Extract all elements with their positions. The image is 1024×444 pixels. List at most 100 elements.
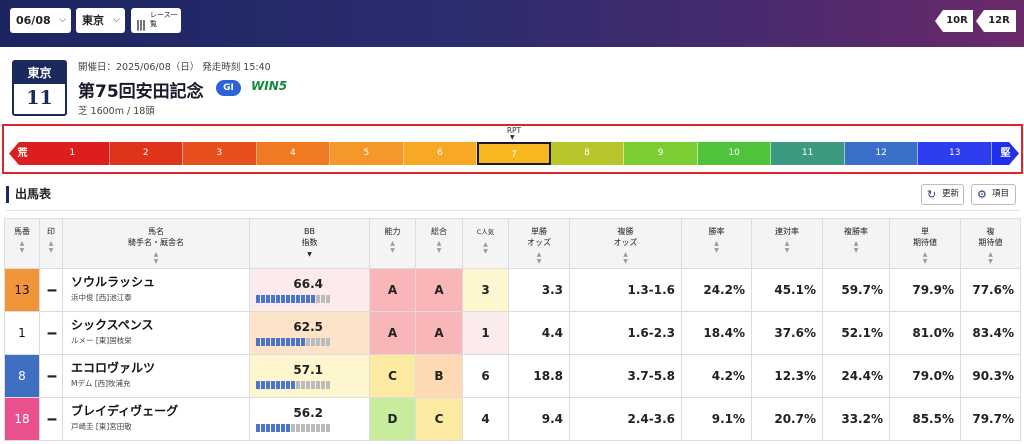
col-c-ninki[interactable]: C人気 ▲ ▼ xyxy=(462,218,509,269)
col-bb-sublabel: 指数 xyxy=(301,238,318,247)
sort-icon: ▲ ▼ xyxy=(536,251,542,265)
total-grade: C xyxy=(415,397,463,441)
race-number: 11 xyxy=(26,87,53,109)
col-bb[interactable]: BB 指数 ▼ xyxy=(249,218,370,269)
col-win-rate[interactable]: 勝率 ▲ ▼ xyxy=(681,218,752,269)
sort-icon: ▲ ▼ xyxy=(483,241,488,255)
jockey-trainer: 戸崎圭 [東]宮田敬 xyxy=(71,422,132,431)
ability-grade: C xyxy=(369,354,416,398)
col-horse[interactable]: 馬名 騎手名・厩舎名 ▲ ▼ xyxy=(62,218,250,269)
sort-icon: ▲ ▼ xyxy=(19,240,25,254)
horse-name[interactable]: シックスペンス xyxy=(71,318,154,332)
place-odds: 2.4-3.6 xyxy=(569,397,682,441)
table-row[interactable]: 18 -- ブレイディヴェーグ 戸崎圭 [東]宮田敬 56.2 D C 4 9.4 2.4-3.6… xyxy=(4,397,1021,441)
win-odds: 18.8 xyxy=(508,354,570,398)
rpt-segment: 7 xyxy=(477,142,551,165)
rpt-segment: 12 xyxy=(844,142,919,165)
table-row[interactable]: 8 -- エコロヴァルツ Mデム [西]牧浦充 57.1 C B 6 18.8 3.7-5.8 4.… xyxy=(4,354,1021,398)
ability-grade: D xyxy=(369,397,416,441)
list-bars-icon: ||| xyxy=(136,18,146,31)
sort-icon: ▲ ▼ xyxy=(922,251,928,265)
col-umaban[interactable]: 馬番 ▲ ▼ xyxy=(4,218,40,269)
place-rate: 59.7% xyxy=(822,268,890,312)
col-win-ev-label: 単 xyxy=(921,227,929,236)
rpt-segment: 4 xyxy=(256,142,331,165)
next-race-button[interactable]: 12R xyxy=(976,10,1016,32)
date-select[interactable]: 06/08 ⌵ xyxy=(10,8,71,33)
umaban: 13 xyxy=(4,268,40,312)
place-rate: 52.1% xyxy=(822,311,890,355)
rentai-rate: 12.3% xyxy=(751,354,823,398)
col-place-odds[interactable]: 複勝 オッズ ▲ ▼ xyxy=(569,218,682,269)
win-rate: 4.2% xyxy=(681,354,752,398)
place-odds: 1.3-1.6 xyxy=(569,268,682,312)
col-rentai-rate[interactable]: 連対率 ▲ ▼ xyxy=(751,218,823,269)
horse-cell[interactable]: エコロヴァルツ Mデム [西]牧浦充 xyxy=(62,354,250,398)
sort-icon: ▲ ▼ xyxy=(436,240,442,254)
place-ev: 83.4% xyxy=(960,311,1021,355)
sort-desc-icon: ▼ xyxy=(307,251,312,258)
col-win-odds[interactable]: 単勝 オッズ ▲ ▼ xyxy=(508,218,570,269)
rpt-segment: 11 xyxy=(771,142,845,165)
refresh-button[interactable]: ↻ 更新 xyxy=(921,184,964,205)
col-place-ev-sublabel: 期待値 xyxy=(978,238,1003,247)
prev-race-button[interactable]: 10R xyxy=(935,10,973,32)
place-rate: 33.2% xyxy=(822,397,890,441)
horse-name[interactable]: ソウルラッシュ xyxy=(71,275,156,289)
col-ability-label: 能力 xyxy=(384,227,401,236)
col-umaban-label: 馬番 xyxy=(14,227,30,236)
col-place-ev[interactable]: 複期待値 ▲ ▼ xyxy=(960,218,1021,269)
items-button[interactable]: ⚙ 項目 xyxy=(971,184,1016,205)
place-rate: 24.4% xyxy=(822,354,890,398)
horse-cell[interactable]: シックスペンス ルメー [東]国枝栄 xyxy=(62,311,250,355)
col-rentai-rate-label: 連対率 xyxy=(775,227,799,236)
col-total[interactable]: 総合 ▲ ▼ xyxy=(415,218,463,269)
gear-icon: ⚙ xyxy=(977,188,987,201)
bb-level-bar xyxy=(256,338,363,346)
total-grade: B xyxy=(415,354,463,398)
horse-cell[interactable]: ソウルラッシュ 浜中俊 [西]池江泰 xyxy=(62,268,250,312)
col-place-rate[interactable]: 複勝率 ▲ ▼ xyxy=(822,218,890,269)
bb-level-bar xyxy=(256,295,363,303)
race-condition: 芝 1600m / 18頭 xyxy=(78,106,155,117)
race-list-button[interactable]: ||| レース一覧 xyxy=(131,8,181,33)
col-ability[interactable]: 能力 ▲ ▼ xyxy=(369,218,416,269)
section-divider xyxy=(6,210,1020,211)
mark-select[interactable]: -- xyxy=(39,354,63,398)
mark-select[interactable]: -- xyxy=(39,397,63,441)
mark-select[interactable]: -- xyxy=(39,311,63,355)
sort-icon: ▲ ▼ xyxy=(853,240,859,254)
total-grade: A xyxy=(415,311,463,355)
rpt-segment: 1 xyxy=(36,142,110,165)
rpt-end-left: 荒 xyxy=(9,142,36,165)
ability-grade: A xyxy=(369,268,416,312)
table-row[interactable]: 13 -- ソウルラッシュ 浜中俊 [西]池江泰 66.4 A A 3 3.3 1.3-1.6 24… xyxy=(4,268,1021,312)
horse-name[interactable]: ブレイディヴェーグ xyxy=(71,404,179,418)
umaban: 18 xyxy=(4,397,40,441)
total-grade: A xyxy=(415,268,463,312)
col-win-rate-label: 勝率 xyxy=(708,227,725,236)
place-ev: 77.6% xyxy=(960,268,1021,312)
chevron-down-icon: ⌵ xyxy=(59,15,66,25)
sort-icon: ▲ ▼ xyxy=(48,240,54,254)
venue-select[interactable]: 東京 ⌵ xyxy=(76,8,125,33)
col-win-ev[interactable]: 単期待値 ▲ ▼ xyxy=(889,218,961,269)
ability-grade: A xyxy=(369,311,416,355)
horse-cell[interactable]: ブレイディヴェーグ戸崎圭 [東]宮田敬 xyxy=(62,397,250,441)
horse-name[interactable]: エコロヴァルツ xyxy=(71,361,156,375)
table-row[interactable]: 1 -- シックスペンス ルメー [東]国枝栄 62.5 A A 1 4.4 1.6-2.3 18.… xyxy=(4,311,1021,355)
top-bar: 06/08 ⌵ 東京 ⌵ ||| レース一覧 10R 12R xyxy=(0,0,1024,47)
mark-select[interactable]: -- xyxy=(39,268,63,312)
rpt-segment: 3 xyxy=(183,142,257,165)
place-ev: 90.3% xyxy=(960,354,1021,398)
win5-badge: WIN5 xyxy=(251,79,288,93)
sort-icon: ▲ ▼ xyxy=(153,251,159,265)
win-rate: 18.4% xyxy=(681,311,752,355)
rpt-scale: 荒 1 2 3 4 5 6 7 8 9 10 11 12 13 堅 xyxy=(9,142,1019,165)
race-list-label: レース一覧 xyxy=(150,11,178,28)
rpt-segment: 8 xyxy=(550,142,625,165)
col-mark[interactable]: 印 ▲ ▼ xyxy=(39,218,63,269)
rpt-segment: 5 xyxy=(330,142,404,165)
c-ninki: 1 xyxy=(462,311,509,355)
col-win-odds-label: 単勝 xyxy=(531,227,547,236)
